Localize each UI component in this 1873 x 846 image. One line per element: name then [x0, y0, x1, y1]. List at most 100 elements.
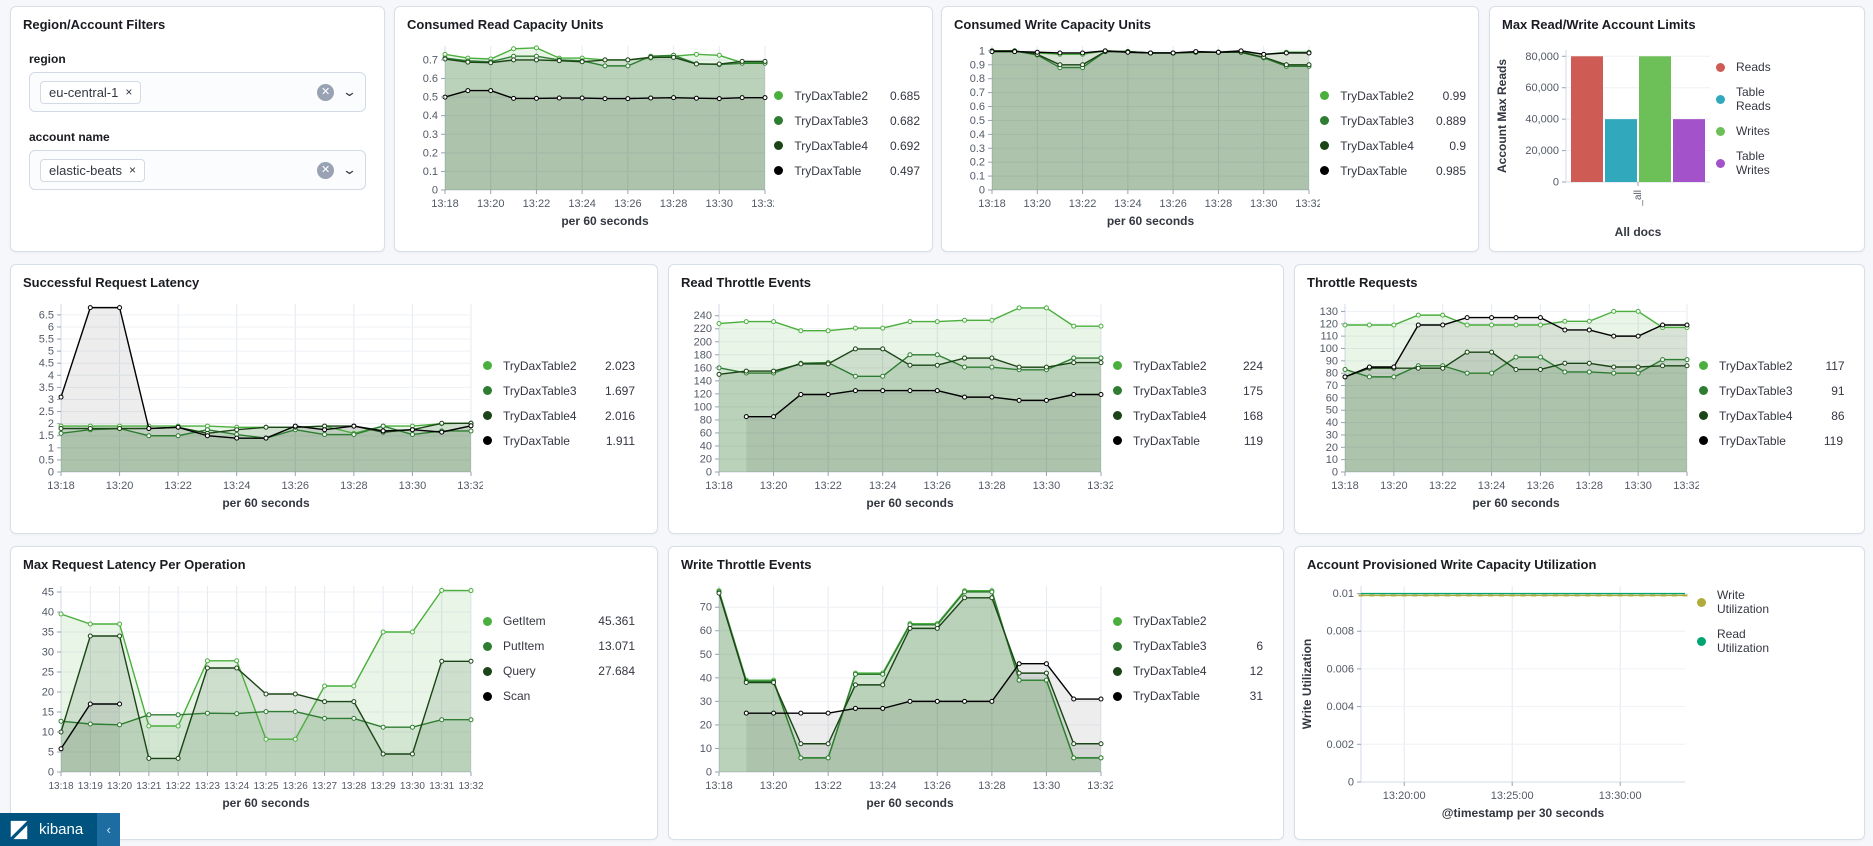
panel-title[interactable]: Account Provisioned Write Capacity Utili…: [1307, 557, 1597, 572]
legend-item[interactable]: TryDaxTable3 6: [1113, 639, 1263, 653]
legend-item[interactable]: Query 27.684: [483, 664, 635, 678]
legend-item[interactable]: TryDaxTable2 0.99: [1320, 89, 1466, 103]
legend-item[interactable]: TryDaxTable2 0.685: [774, 89, 920, 103]
remove-token-icon[interactable]: ×: [125, 85, 133, 99]
legend-series-label: TryDaxTable2: [794, 88, 868, 103]
account-token[interactable]: elastic-beats ×: [40, 158, 145, 182]
legend-series-label: TryDaxTable2: [503, 358, 577, 373]
remove-token-icon[interactable]: ×: [128, 163, 136, 177]
legend-item[interactable]: TryDaxTable 0.985: [1320, 164, 1466, 178]
panel-title[interactable]: Write Throttle Events: [681, 557, 812, 572]
legend-series-label: TryDaxTable2: [1133, 358, 1207, 373]
legend-series-value: 0.497: [889, 163, 920, 178]
region-combobox[interactable]: eu-central-1 × ✕ ⌄: [29, 72, 366, 112]
legend-item[interactable]: TryDaxTable3 0.682: [774, 114, 920, 128]
svg-text:0: 0: [432, 185, 438, 197]
svg-text:13:28: 13:28: [1205, 198, 1233, 210]
legend-series-dot: [483, 666, 492, 676]
svg-text:0.6: 0.6: [970, 101, 985, 113]
legend-series-value: 91: [1831, 383, 1845, 398]
svg-text:13:29: 13:29: [371, 781, 396, 792]
chevron-down-icon[interactable]: ⌄: [341, 162, 358, 177]
legend-item[interactable]: TryDaxTable4 168: [1113, 409, 1263, 423]
svg-text:25: 25: [42, 667, 54, 679]
legend-series-dot: [483, 361, 492, 370]
panel-consumed-read: Consumed Read Capacity Units 0 0.1 0.2 0.3 0…: [394, 6, 933, 252]
consumed-read-chart: 0 0.1 0.2 0.3 0.4 0.5 0.6 0.7 13:18 13:20 13:22 13:…: [423, 45, 774, 228]
legend-item[interactable]: GetItem 45.361: [483, 614, 635, 628]
clear-selection-icon[interactable]: ✕: [317, 83, 335, 101]
panel-title[interactable]: Read Throttle Events: [681, 275, 812, 290]
svg-text:13:32: 13:32: [1087, 780, 1113, 792]
legend-item[interactable]: TryDaxTable2 2.023: [483, 359, 635, 373]
legend-item[interactable]: TryDaxTable 31: [1113, 689, 1263, 703]
svg-text:0.4: 0.4: [970, 129, 985, 141]
svg-text:50: 50: [700, 649, 712, 661]
panel-title[interactable]: Consumed Write Capacity Units: [954, 17, 1151, 32]
legend-item[interactable]: Reads: [1716, 60, 1840, 74]
legend-series-label: PutItem: [503, 639, 545, 653]
legend-item[interactable]: TryDaxTable 1.911: [483, 434, 635, 448]
svg-text:13:24: 13:24: [1114, 198, 1142, 210]
panel-title[interactable]: Throttle Requests: [1307, 275, 1418, 290]
legend-item[interactable]: TryDaxTable3 175: [1113, 384, 1263, 398]
svg-text:13:18: 13:18: [705, 480, 733, 492]
svg-text:240: 240: [694, 310, 712, 322]
legend-item[interactable]: TryDaxTable4 0.9: [1320, 139, 1466, 153]
clear-selection-icon[interactable]: ✕: [317, 161, 335, 179]
legend-item[interactable]: TryDaxTable4 0.692: [774, 139, 920, 153]
legend-item[interactable]: TryDaxTable4 2.016: [483, 409, 635, 423]
legend-item[interactable]: Table Reads: [1716, 85, 1840, 113]
legend-series-label: TryDaxTable4: [1133, 664, 1207, 678]
legend-series-value: 1.911: [605, 433, 635, 448]
legend-item[interactable]: Table Writes: [1716, 149, 1840, 177]
legend-item[interactable]: Write Utilization: [1697, 588, 1851, 616]
legend-series-dot: [1699, 386, 1708, 395]
panel-title[interactable]: Consumed Read Capacity Units: [407, 17, 604, 32]
chevron-down-icon[interactable]: ⌄: [341, 84, 358, 99]
svg-text:13:20: 13:20: [1024, 198, 1052, 210]
legend-item[interactable]: TryDaxTable 119: [1699, 434, 1843, 448]
svg-text:6: 6: [48, 321, 54, 333]
region-token[interactable]: eu-central-1 ×: [40, 80, 142, 104]
panel-title[interactable]: Successful Request Latency: [23, 275, 200, 290]
svg-text:per 60 seconds: per 60 seconds: [866, 796, 954, 810]
legend-series-value: 6: [1256, 639, 1263, 653]
legend-item[interactable]: PutItem 13.071: [483, 639, 635, 653]
svg-text:0: 0: [48, 767, 54, 779]
legend-item[interactable]: TryDaxTable3 91: [1699, 383, 1845, 398]
legend-series-label: GetItem: [503, 614, 546, 628]
panel-title[interactable]: Max Request Latency Per Operation: [23, 557, 246, 572]
legend-item[interactable]: TryDaxTable3 0.889: [1320, 114, 1466, 128]
legend-item[interactable]: TryDaxTable2 117: [1699, 359, 1845, 373]
legend-item[interactable]: Read Utilization: [1697, 627, 1851, 655]
legend-item[interactable]: TryDaxTable 119: [1113, 434, 1263, 448]
svg-text:10: 10: [42, 727, 54, 739]
panel-consumed-write: Consumed Write Capacity Units 0 0.1 0.2 0.3…: [941, 6, 1479, 252]
collapse-nav-button[interactable]: ‹: [97, 813, 121, 846]
legend-series-value: 0.889: [1435, 113, 1466, 128]
legend-item[interactable]: Scan: [483, 689, 635, 703]
svg-text:13:22: 13:22: [523, 198, 551, 210]
legend-series-label: TryDaxTable: [1133, 689, 1200, 703]
svg-text:_all: _all: [1633, 190, 1644, 207]
svg-text:13:18: 13:18: [48, 781, 73, 792]
legend-item[interactable]: TryDaxTable2 224: [1113, 359, 1263, 373]
legend-item[interactable]: TryDaxTable3 1.697: [483, 384, 635, 398]
legend-item[interactable]: TryDaxTable4 12: [1113, 664, 1263, 678]
svg-text:0.004: 0.004: [1326, 701, 1354, 713]
svg-text:70: 70: [700, 602, 712, 614]
legend-series-value: 224: [1242, 358, 1263, 373]
legend-item[interactable]: TryDaxTable4 86: [1699, 409, 1845, 423]
legend-item[interactable]: TryDaxTable 0.497: [774, 164, 920, 178]
account-combobox[interactable]: elastic-beats × ✕ ⌄: [29, 150, 366, 190]
legend-series-dot: [1697, 597, 1706, 607]
legend-item[interactable]: Writes: [1716, 124, 1840, 138]
svg-text:60: 60: [700, 625, 712, 637]
svg-text:35: 35: [42, 627, 54, 639]
svg-text:13:27: 13:27: [312, 781, 337, 792]
panel-title[interactable]: Max Read/Write Account Limits: [1502, 17, 1696, 32]
legend-item[interactable]: TryDaxTable2: [1113, 614, 1263, 628]
svg-text:30: 30: [1326, 429, 1338, 441]
